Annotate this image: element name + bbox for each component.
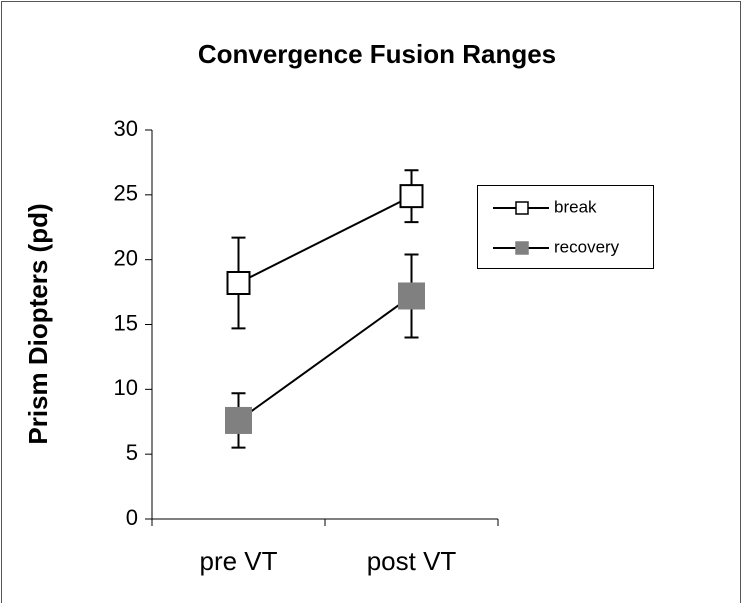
series-line xyxy=(237,295,413,422)
marker xyxy=(398,282,425,310)
legend-marker xyxy=(515,201,529,215)
y-tick-label: 5 xyxy=(126,440,138,465)
x-tick-label: post VT xyxy=(367,546,457,576)
legend-label: recovery xyxy=(554,237,620,256)
y-tick-label: 15 xyxy=(114,310,138,335)
marker xyxy=(225,406,252,434)
x-tick-label: pre VT xyxy=(199,546,277,576)
legend-box xyxy=(477,185,654,269)
series-line xyxy=(238,195,412,284)
y-axis-label: Prism Diopters (pd) xyxy=(23,203,53,444)
marker xyxy=(226,271,251,296)
y-tick-label: 30 xyxy=(114,116,138,141)
y-tick-label: 10 xyxy=(114,375,138,400)
marker xyxy=(399,184,424,209)
legend-label: break xyxy=(554,197,597,216)
legend-marker xyxy=(515,241,529,255)
y-tick-label: 0 xyxy=(126,505,138,530)
y-tick-label: 25 xyxy=(114,181,138,206)
y-tick-label: 20 xyxy=(114,245,138,270)
chart-title: Convergence Fusion Ranges xyxy=(198,39,556,69)
